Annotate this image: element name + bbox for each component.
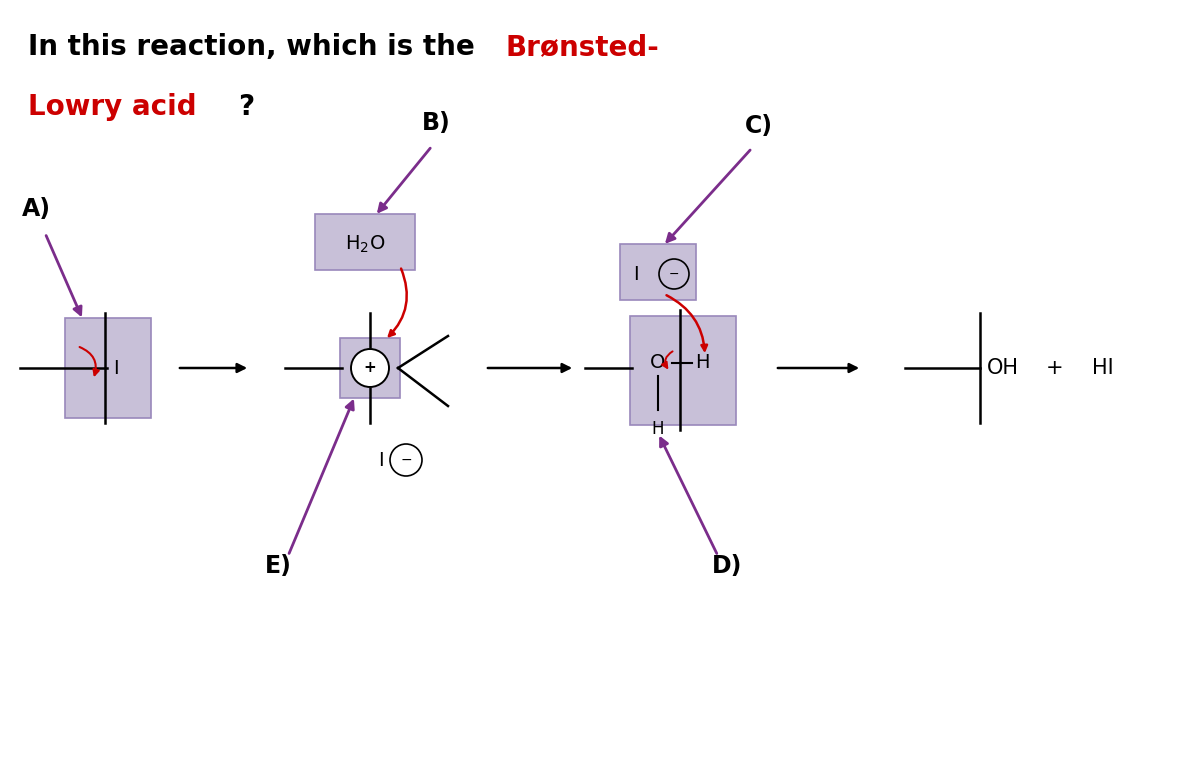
Text: H: H [652, 420, 665, 438]
FancyBboxPatch shape [340, 338, 400, 398]
FancyBboxPatch shape [630, 316, 736, 425]
Text: B): B) [422, 111, 451, 135]
Text: C): C) [745, 114, 773, 138]
Text: D): D) [712, 554, 743, 578]
Text: +: + [1046, 358, 1064, 378]
Text: I: I [634, 264, 638, 283]
Text: H$_2$O: H$_2$O [344, 233, 385, 255]
FancyBboxPatch shape [620, 244, 696, 300]
Text: I: I [113, 359, 119, 378]
Text: Brønsted-: Brønsted- [505, 33, 659, 61]
FancyBboxPatch shape [316, 214, 415, 270]
Text: H: H [695, 353, 709, 372]
Text: E): E) [265, 554, 292, 578]
Text: I: I [378, 451, 384, 469]
Text: A): A) [22, 197, 50, 221]
Text: ?: ? [238, 93, 254, 121]
Text: +: + [364, 360, 377, 376]
Text: Lowry acid: Lowry acid [28, 93, 197, 121]
Text: In this reaction, which is the: In this reaction, which is the [28, 33, 485, 61]
Text: HI: HI [1092, 358, 1114, 378]
FancyBboxPatch shape [65, 318, 151, 418]
Text: O: O [650, 353, 666, 372]
Circle shape [352, 349, 389, 387]
Text: OH: OH [988, 358, 1019, 378]
Text: −: − [400, 453, 412, 467]
Text: −: − [668, 267, 679, 280]
